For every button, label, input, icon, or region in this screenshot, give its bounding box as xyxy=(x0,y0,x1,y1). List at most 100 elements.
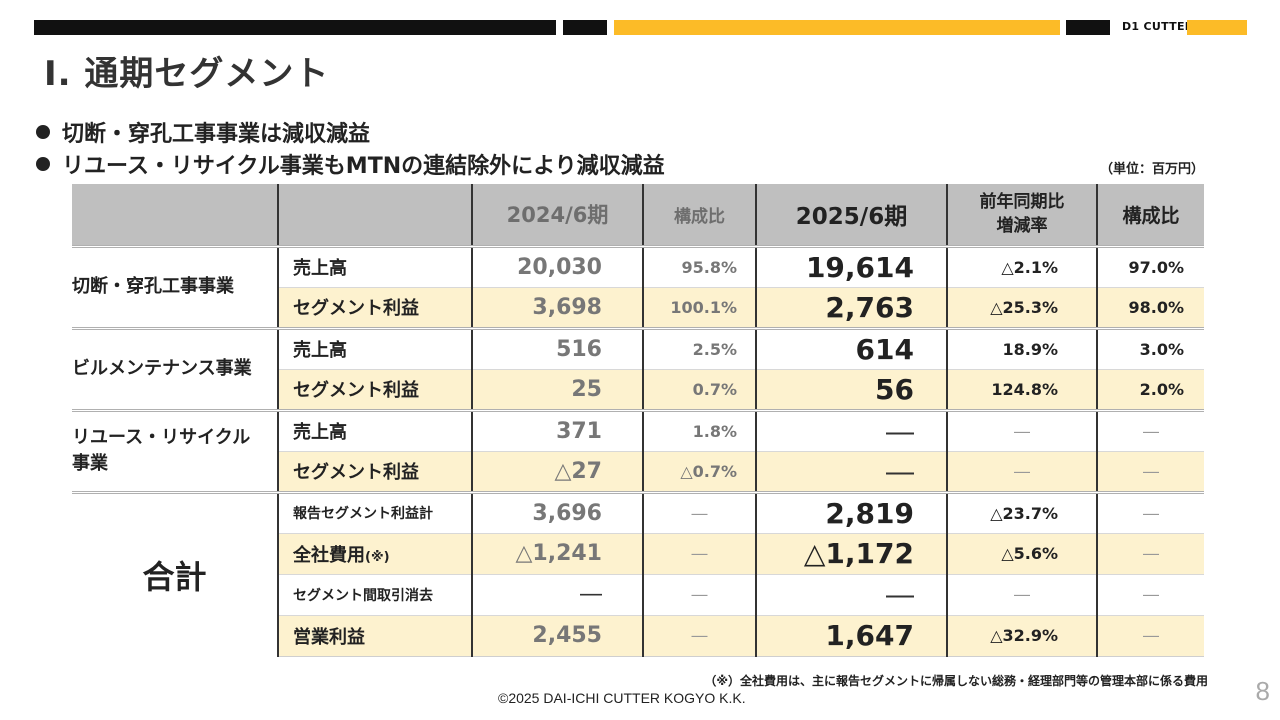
value-2024: △27 xyxy=(471,450,643,492)
row-label: セグメント利益 xyxy=(277,286,472,328)
row-label-text: 売上高 xyxy=(293,422,347,443)
value-2025: 56 xyxy=(755,368,947,410)
share-2024: 95.8% xyxy=(642,244,756,287)
row-label-text: セグメント利益 xyxy=(293,462,419,483)
table-row: セグメント利益 △27 △0.7% ― ― ― xyxy=(72,450,1204,492)
top-bar-black-long xyxy=(34,20,556,35)
share-2025: ― xyxy=(1096,408,1204,451)
value-2025: ― xyxy=(755,450,947,492)
footnote-mark: (※) xyxy=(365,549,390,565)
row-label: セグメント利益 xyxy=(277,368,472,410)
row-label-text: セグメント利益 xyxy=(293,380,419,401)
table-row: 営業利益 2,455 ― 1,647 △32.9% ― xyxy=(72,614,1204,657)
segment-name: リユース・リサイクル事業 xyxy=(72,408,278,492)
value-2024: 3,696 xyxy=(471,490,643,533)
page-title: Ⅰ. 通期セグメント xyxy=(44,54,330,94)
value-2025: ― xyxy=(755,573,947,615)
segment-table: 2024/6期 構成比 2025/6期 前年同期比 増減率 構成比 切断・穿孔工事… xyxy=(72,184,1204,657)
yoy-rate: △23.7% xyxy=(946,490,1097,533)
bullet-dot-icon xyxy=(36,157,50,171)
summary-bullets: 切断・穿孔工事事業は減収減益 リユース・リサイクル事業もMTNの連結除外により減… xyxy=(36,116,665,180)
header-cur-year: 2025/6期 xyxy=(755,184,947,248)
share-2024: 100.1% xyxy=(642,286,756,328)
table-row: セグメント利益 25 0.7% 56 124.8% 2.0% xyxy=(72,368,1204,410)
share-2024: △0.7% xyxy=(642,450,756,492)
yoy-rate: △2.1% xyxy=(946,244,1097,287)
bullet-dot-icon xyxy=(36,125,50,139)
share-2025: 98.0% xyxy=(1096,286,1204,328)
copyright: ©2025 DAI-ICHI CUTTER KOGYO K.K. xyxy=(498,690,746,706)
segment-name: ビルメンテナンス事業 xyxy=(72,326,278,410)
bullet-text: リユース・リサイクル事業もMTNの連結除外により減収減益 xyxy=(62,154,665,179)
row-label-text: 営業利益 xyxy=(293,626,365,648)
share-2025: 3.0% xyxy=(1096,326,1204,369)
value-2024: ― xyxy=(471,573,643,615)
share-2024: ― xyxy=(642,490,756,533)
table-row: 全社費用(※) △1,241 ― △1,172 △5.6% ― xyxy=(72,532,1204,574)
value-2025: 1,647 xyxy=(755,614,947,657)
total-label: 合計 xyxy=(72,490,278,656)
yoy-rate: ― xyxy=(946,573,1097,615)
value-2025: 2,763 xyxy=(755,286,947,328)
share-2024: 0.7% xyxy=(642,368,756,410)
header-cur-share: 構成比 xyxy=(1096,184,1204,248)
row-label: セグメント利益 xyxy=(277,450,472,492)
value-2024: 20,030 xyxy=(471,244,643,287)
table-row: セグメント利益 3,698 100.1% 2,763 △25.3% 98.0% xyxy=(72,286,1204,328)
top-bar-yellow-long xyxy=(614,20,1060,35)
share-2024: 2.5% xyxy=(642,326,756,369)
share-2025: 2.0% xyxy=(1096,368,1204,410)
yoy-rate: 18.9% xyxy=(946,326,1097,369)
value-2025: 614 xyxy=(755,326,947,369)
header-yoy-line2: 増減率 xyxy=(996,216,1048,237)
yoy-rate: ― xyxy=(946,408,1097,451)
table-row: ビルメンテナンス事業 売上高 516 2.5% 614 18.9% 3.0% xyxy=(72,326,1204,410)
page-number: 8 xyxy=(1255,676,1270,706)
header-yoy: 前年同期比 増減率 xyxy=(946,184,1097,248)
share-2025: ― xyxy=(1096,573,1204,615)
row-label-text: セグメント間取引消去 xyxy=(293,587,433,604)
share-2024: ― xyxy=(642,573,756,615)
value-2024: 516 xyxy=(471,326,643,369)
yoy-rate: ― xyxy=(946,450,1097,492)
value-2025: 2,819 xyxy=(755,490,947,533)
bullet-item: リユース・リサイクル事業もMTNの連結除外により減収減益 xyxy=(36,148,665,180)
row-label: 全社費用(※) xyxy=(277,532,472,574)
header-blank-label xyxy=(277,184,472,248)
footnote: （※）全社費用は、主に報告セグメントに帰属しない総務・経理部門等の管理本部に係る… xyxy=(704,674,1208,688)
table-header-row: 2024/6期 構成比 2025/6期 前年同期比 増減率 構成比 xyxy=(72,184,1204,248)
top-bar-black-logo xyxy=(1066,20,1110,35)
share-2025: ― xyxy=(1096,490,1204,533)
row-label-text: 報告セグメント利益計 xyxy=(293,506,433,522)
bullet-text: 切断・穿孔工事事業は減収減益 xyxy=(62,122,371,147)
value-2024: 371 xyxy=(471,408,643,451)
share-2024: ― xyxy=(642,532,756,574)
share-2025: ― xyxy=(1096,532,1204,574)
value-2024: 25 xyxy=(471,368,643,410)
share-2025: ― xyxy=(1096,614,1204,657)
share-2024: 1.8% xyxy=(642,408,756,451)
value-2025: 19,614 xyxy=(755,244,947,287)
yoy-rate: △25.3% xyxy=(946,286,1097,328)
row-label: 報告セグメント利益計 xyxy=(277,490,472,533)
table-row: セグメント間取引消去 ― ― ― ― ― xyxy=(72,573,1204,615)
value-2025: △1,172 xyxy=(755,532,947,574)
row-label-text: 売上高 xyxy=(293,340,347,361)
share-2024: ― xyxy=(642,614,756,657)
yoy-rate: △32.9% xyxy=(946,614,1097,657)
row-label: セグメント間取引消去 xyxy=(277,573,472,615)
header-blank xyxy=(72,184,278,248)
value-2024: 3,698 xyxy=(471,286,643,328)
table-row: 合計 報告セグメント利益計 3,696 ― 2,819 △23.7% ― xyxy=(72,490,1204,656)
header-yoy-line1: 前年同期比 xyxy=(979,192,1065,213)
row-label: 売上高 xyxy=(277,244,472,287)
header-prev-year: 2024/6期 xyxy=(471,184,643,248)
yoy-rate: 124.8% xyxy=(946,368,1097,410)
table-row: 切断・穿孔工事事業 売上高 20,030 95.8% 19,614 △2.1% 97.0% xyxy=(72,244,1204,328)
unit-label: （単位：百万円） xyxy=(1099,162,1204,177)
value-2024: △1,241 xyxy=(471,532,643,574)
yoy-rate: △5.6% xyxy=(946,532,1097,574)
share-2025: 97.0% xyxy=(1096,244,1204,287)
row-label-text: 全社費用 xyxy=(293,544,365,566)
value-2024: 2,455 xyxy=(471,614,643,657)
